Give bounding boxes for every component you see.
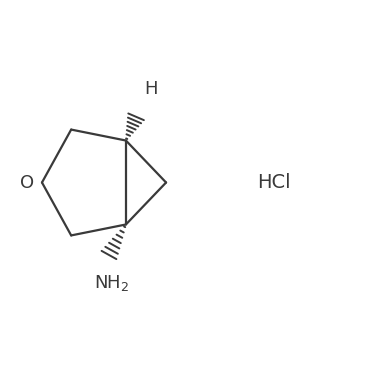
Text: O: O bbox=[20, 173, 34, 192]
Text: NH$_2$: NH$_2$ bbox=[94, 273, 129, 293]
Text: HCl: HCl bbox=[257, 173, 291, 192]
Text: H: H bbox=[145, 80, 158, 99]
